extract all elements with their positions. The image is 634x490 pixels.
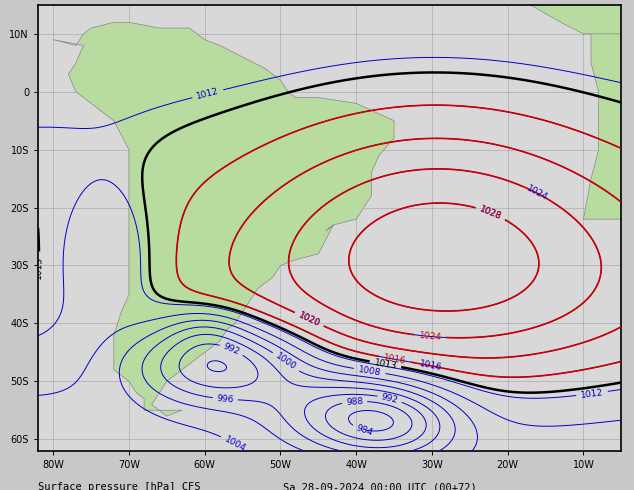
Text: 992: 992 [222, 342, 241, 357]
Text: 1028: 1028 [478, 204, 503, 221]
Text: 1016: 1016 [418, 359, 443, 372]
Text: 1013: 1013 [373, 358, 398, 371]
Text: 984: 984 [355, 423, 374, 437]
Text: Sa 28-09-2024 00:00 UTC (00+72): Sa 28-09-2024 00:00 UTC (00+72) [283, 482, 477, 490]
Text: 1012: 1012 [195, 87, 220, 101]
Text: 992: 992 [380, 392, 399, 405]
Text: 1004: 1004 [223, 435, 247, 454]
Text: 1000: 1000 [274, 352, 298, 372]
Text: 1024: 1024 [526, 184, 550, 203]
Text: 1012: 1012 [580, 388, 604, 399]
Text: Surface pressure [hPa] CFS: Surface pressure [hPa] CFS [38, 482, 200, 490]
Text: 1020: 1020 [297, 310, 321, 328]
Text: 1013: 1013 [34, 256, 44, 279]
Text: 1008: 1008 [358, 365, 382, 377]
Text: 1016: 1016 [383, 353, 407, 366]
Text: 988: 988 [346, 396, 363, 407]
Text: 1028: 1028 [478, 204, 503, 221]
Text: 996: 996 [216, 394, 235, 404]
Polygon shape [53, 22, 394, 416]
Polygon shape [583, 5, 621, 219]
Polygon shape [531, 5, 621, 34]
Text: 1020: 1020 [297, 310, 321, 328]
Text: 1024: 1024 [418, 331, 442, 342]
